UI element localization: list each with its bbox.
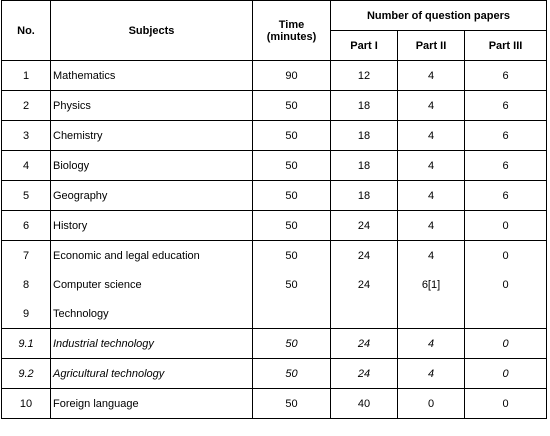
row-subject: Biology [50, 150, 253, 181]
row-part-1 [330, 299, 398, 329]
row-part-2: 0 [397, 388, 465, 419]
row-subject: Economic and legal education [50, 240, 253, 270]
table-row: 1 Mathematics 90 12 4 6 [1, 60, 547, 91]
row-time: 50 [252, 90, 331, 121]
row-part-2: 4 [397, 120, 465, 151]
row-no: 6 [1, 210, 51, 241]
row-part-3: 0 [464, 270, 547, 299]
table-row: 4 Biology 50 18 4 6 [1, 150, 547, 181]
row-part-1: 24 [330, 328, 398, 359]
table-row: 9 Technology [1, 299, 547, 329]
row-time: 50 [252, 180, 331, 211]
row-part-3: 6 [464, 90, 547, 121]
row-part-2: 4 [397, 180, 465, 211]
row-part-1: 18 [330, 150, 398, 181]
row-subject: Foreign language [50, 388, 253, 419]
row-subject: Industrial technology [50, 328, 253, 359]
row-time: 50 [252, 328, 331, 359]
header-no: No. [1, 0, 51, 61]
row-no: 9.2 [1, 358, 51, 389]
row-part-3: 6 [464, 120, 547, 151]
row-no: 10 [1, 388, 51, 419]
row-no: 8 [1, 270, 51, 299]
row-part-2: 4 [397, 60, 465, 91]
row-time: 50 [252, 210, 331, 241]
header-time: Time (minutes) [252, 0, 331, 61]
row-time [252, 299, 331, 329]
table-row: 8 Computer science 50 24 6[1] 0 [1, 270, 547, 299]
row-time: 50 [252, 240, 331, 270]
row-part-2: 4 [397, 150, 465, 181]
row-part-3: 6 [464, 150, 547, 181]
row-part-3: 6 [464, 60, 547, 91]
row-part-3: 0 [464, 240, 547, 270]
row-part-2 [397, 299, 465, 329]
row-part-2: 6[1] [397, 270, 465, 299]
row-part-1: 24 [330, 240, 398, 270]
row-part-1: 18 [330, 90, 398, 121]
row-subject: Geography [50, 180, 253, 211]
row-time: 50 [252, 150, 331, 181]
row-time: 50 [252, 270, 331, 299]
row-no: 1 [1, 60, 51, 91]
table-row: 7 Economic and legal education 50 24 4 0 [1, 240, 547, 270]
row-part-3: 0 [464, 358, 547, 389]
row-part-2: 4 [397, 210, 465, 241]
row-no: 5 [1, 180, 51, 211]
table-row: 9.2 Agricultural technology 50 24 4 0 [1, 358, 547, 389]
row-part-1: 24 [330, 270, 398, 299]
row-time: 50 [252, 388, 331, 419]
row-no: 7 [1, 240, 51, 270]
row-subject: History [50, 210, 253, 241]
row-part-3: 0 [464, 388, 547, 419]
row-no: 9.1 [1, 328, 51, 359]
row-part-1: 24 [330, 358, 398, 389]
row-subject: Computer science [50, 270, 253, 299]
table-row: 2 Physics 50 18 4 6 [1, 90, 547, 121]
table-row: 6 History 50 24 4 0 [1, 210, 547, 241]
row-no: 2 [1, 90, 51, 121]
table-row: 10 Foreign language 50 40 0 0 [1, 388, 547, 419]
row-part-3 [464, 299, 547, 329]
row-subject: Agricultural technology [50, 358, 253, 389]
row-part-2: 4 [397, 358, 465, 389]
row-part-3: 0 [464, 328, 547, 359]
row-subject: Mathematics [50, 60, 253, 91]
row-part-1: 40 [330, 388, 398, 419]
row-part-2: 4 [397, 328, 465, 359]
row-part-2: 4 [397, 240, 465, 270]
row-subject: Chemistry [50, 120, 253, 151]
row-part-1: 18 [330, 180, 398, 211]
header-part-1: Part I [330, 30, 398, 61]
row-subject: Technology [50, 299, 253, 329]
subjects-table: No. Subjects Time (minutes) Number of qu… [1, 0, 547, 419]
table-row: 3 Chemistry 50 18 4 6 [1, 120, 547, 151]
table-row: 9.1 Industrial technology 50 24 4 0 [1, 328, 547, 359]
row-part-1: 24 [330, 210, 398, 241]
row-part-1: 18 [330, 120, 398, 151]
row-part-2: 4 [397, 90, 465, 121]
row-no: 9 [1, 299, 51, 329]
row-part-1: 12 [330, 60, 398, 91]
header-subjects: Subjects [50, 0, 253, 61]
row-time: 90 [252, 60, 331, 91]
header-question-papers: Number of question papers [330, 0, 547, 31]
row-part-3: 6 [464, 180, 547, 211]
row-part-3: 0 [464, 210, 547, 241]
row-no: 3 [1, 120, 51, 151]
header-part-2: Part II [397, 30, 465, 61]
row-no: 4 [1, 150, 51, 181]
row-time: 50 [252, 120, 331, 151]
header-part-3: Part III [464, 30, 547, 61]
row-subject: Physics [50, 90, 253, 121]
row-time: 50 [252, 358, 331, 389]
table-row: 5 Geography 50 18 4 6 [1, 180, 547, 211]
